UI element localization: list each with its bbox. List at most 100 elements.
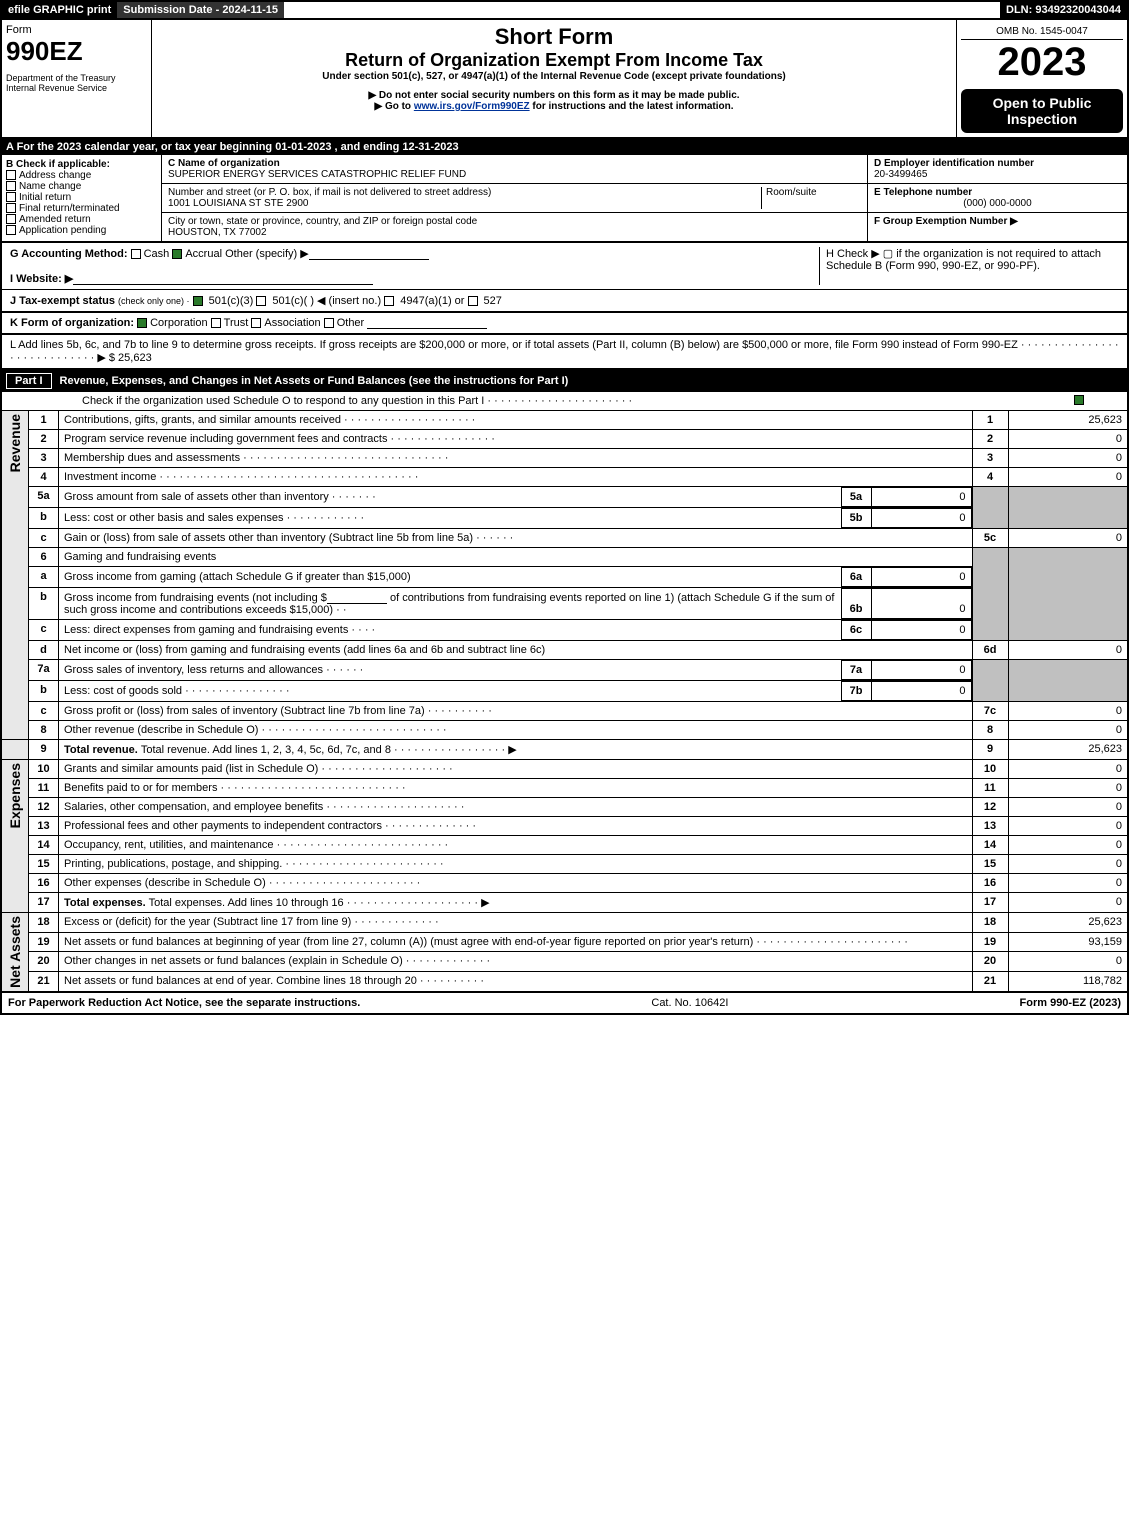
l6a-text: Gross income from gaming (attach Schedul… — [59, 568, 841, 587]
l15-num: 15 — [29, 855, 59, 874]
part-i-checktext: Check if the organization used Schedule … — [82, 395, 1074, 407]
j-527: 527 — [481, 295, 502, 307]
trust-checkbox[interactable] — [211, 318, 221, 328]
h-check: H Check ▶ ▢ if the organization is not r… — [819, 247, 1119, 285]
org-address: 1001 LOUISIANA ST STE 2900 — [168, 198, 308, 209]
l5c-text: Gain or (loss) from sale of assets other… — [59, 529, 973, 548]
c-label: C Name of organization — [168, 158, 280, 169]
phone-value: (000) 000-0000 — [874, 198, 1121, 209]
l7c-amt: 0 — [1008, 702, 1128, 721]
schedule-o-checkbox[interactable] — [1074, 395, 1084, 405]
k-line: K Form of organization: Corporation Trus… — [0, 313, 1129, 335]
l9-num: 9 — [29, 740, 59, 760]
l6b-text: Gross income from fundraising events (no… — [59, 589, 841, 619]
l14-amt: 0 — [1008, 836, 1128, 855]
addr-label: Number and street (or P. O. box, if mail… — [168, 187, 491, 198]
l12-col: 12 — [972, 798, 1008, 817]
open-to-public: Open to Public Inspection — [961, 89, 1123, 133]
l16-col: 16 — [972, 874, 1008, 893]
b-opt-name[interactable]: Name change — [6, 181, 157, 192]
k-other: Other — [337, 317, 365, 329]
l7c-col: 7c — [972, 702, 1008, 721]
l6c-sv: 0 — [871, 621, 971, 640]
4947-checkbox[interactable] — [384, 296, 394, 306]
l8-col: 8 — [972, 721, 1008, 740]
dln: DLN: 93492320043044 — [1000, 2, 1127, 18]
form-word: Form — [6, 24, 147, 36]
l7b-num: b — [29, 681, 59, 702]
other-checkbox[interactable] — [324, 318, 334, 328]
l6a-num: a — [29, 567, 59, 588]
tax-year: 2023 — [961, 40, 1123, 85]
l11-amt: 0 — [1008, 779, 1128, 798]
l14-col: 14 — [972, 836, 1008, 855]
l20-text: Other changes in net assets or fund bala… — [59, 952, 973, 972]
j-501c: 501(c)( ) ◀ (insert no.) — [269, 295, 384, 307]
other-specify: Other (specify) ▶ — [225, 248, 309, 260]
assoc-checkbox[interactable] — [251, 318, 261, 328]
l16-text: Other expenses (describe in Schedule O) … — [59, 874, 973, 893]
accrual-checkbox[interactable] — [172, 249, 182, 259]
501c3-checkbox[interactable] — [193, 296, 203, 306]
l6d-num: d — [29, 641, 59, 660]
b-opt-amended[interactable]: Amended return — [6, 214, 157, 225]
527-checkbox[interactable] — [468, 296, 478, 306]
info-block: B Check if applicable: Address change Na… — [0, 155, 1129, 243]
l19-col: 19 — [972, 932, 1008, 952]
l18-text: Excess or (deficit) for the year (Subtra… — [59, 913, 973, 933]
l19-amt: 93,159 — [1008, 932, 1128, 952]
l6d-col: 6d — [972, 641, 1008, 660]
l18-num: 18 — [29, 913, 59, 933]
l5c-col: 5c — [972, 529, 1008, 548]
l5b-sv: 0 — [871, 509, 971, 528]
b-opt-pending[interactable]: Application pending — [6, 225, 157, 236]
l6c-text: Less: direct expenses from gaming and fu… — [59, 621, 841, 640]
l20-col: 20 — [972, 952, 1008, 972]
return-title: Return of Organization Exempt From Incom… — [156, 50, 952, 71]
g-h-row: G Accounting Method: Cash Accrual Other … — [0, 243, 1129, 290]
j-line: J Tax-exempt status (check only one) · 5… — [0, 290, 1129, 313]
l21-col: 21 — [972, 972, 1008, 992]
cash-checkbox[interactable] — [131, 249, 141, 259]
l9-amt: 25,623 — [1008, 740, 1128, 760]
j-4947: 4947(a)(1) or — [397, 295, 467, 307]
l8-num: 8 — [29, 721, 59, 740]
l17-col: 17 — [972, 893, 1008, 913]
501c-checkbox[interactable] — [256, 296, 266, 306]
l-line: L Add lines 5b, 6c, and 7b to line 9 to … — [0, 335, 1129, 370]
l21-amt: 118,782 — [1008, 972, 1128, 992]
l5b-num: b — [29, 508, 59, 529]
expenses-label: Expenses — [7, 763, 23, 828]
l10-col: 10 — [972, 760, 1008, 779]
l3-col: 3 — [972, 449, 1008, 468]
l5c-num: c — [29, 529, 59, 548]
l7a-sv: 0 — [871, 661, 971, 680]
l4-col: 4 — [972, 468, 1008, 487]
l9-text: Total revenue. Total revenue. Add lines … — [59, 740, 973, 760]
irs-link[interactable]: www.irs.gov/Form990EZ — [414, 101, 530, 112]
k-label: K Form of organization: — [10, 317, 134, 329]
l15-amt: 0 — [1008, 855, 1128, 874]
corp-checkbox[interactable] — [137, 318, 147, 328]
l6-num: 6 — [29, 548, 59, 567]
room-suite: Room/suite — [761, 187, 861, 209]
accrual-label: Accrual — [185, 248, 222, 260]
part-i-header: Part I Revenue, Expenses, and Changes in… — [0, 370, 1129, 392]
l7a-sc: 7a — [841, 661, 871, 680]
efile-label: efile GRAPHIC print — [2, 2, 117, 18]
l-text: L Add lines 5b, 6c, and 7b to line 9 to … — [10, 339, 1119, 364]
l14-num: 14 — [29, 836, 59, 855]
b-opt-initial[interactable]: Initial return — [6, 192, 157, 203]
l1-num: 1 — [29, 411, 59, 430]
l14-text: Occupancy, rent, utilities, and maintena… — [59, 836, 973, 855]
dept-treasury: Department of the Treasury — [6, 73, 147, 83]
l6a-sc: 6a — [841, 568, 871, 587]
footer-cat: Cat. No. 10642I — [651, 997, 728, 1009]
l3-text: Membership dues and assessments · · · · … — [59, 449, 973, 468]
b-opt-final[interactable]: Final return/terminated — [6, 203, 157, 214]
l1-amt: 25,623 — [1008, 411, 1128, 430]
l9-col: 9 — [972, 740, 1008, 760]
b-opt-address[interactable]: Address change — [6, 170, 157, 181]
l5a-sv: 0 — [871, 488, 971, 507]
goto-post: for instructions and the latest informat… — [530, 101, 734, 112]
